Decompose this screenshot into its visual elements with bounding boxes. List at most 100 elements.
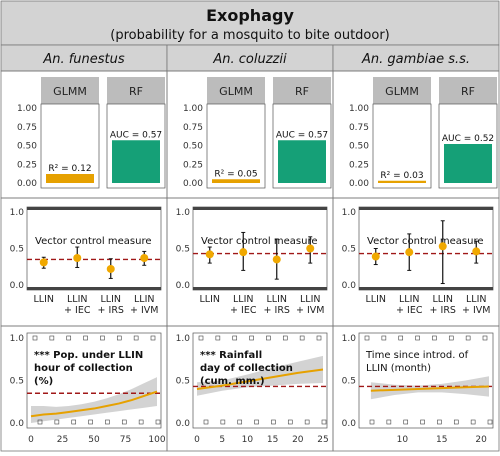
metric-label: R² = 0.03	[380, 171, 423, 181]
figure-title: Exophagy	[206, 6, 294, 25]
x-tick-label: LLIN	[200, 294, 221, 305]
x-tick-label: 25	[57, 435, 68, 445]
y-tick-label: 1.0	[342, 334, 357, 344]
x-tick-label: LLIN	[233, 294, 254, 305]
x-tick-label: 0	[28, 435, 34, 445]
metric-bar	[46, 174, 94, 183]
rug-mark	[220, 419, 226, 425]
x-tick-label: 10	[397, 435, 409, 445]
rug-mark	[215, 335, 221, 341]
rug-mark	[155, 419, 161, 425]
rug-mark	[299, 335, 305, 341]
x-tick-label: 0	[194, 435, 200, 445]
y-tick-label: 0.5	[176, 377, 190, 387]
rug-mark	[470, 419, 476, 425]
y-tick-label: 0.25	[17, 160, 37, 170]
x-tick-label: 75	[120, 435, 131, 445]
rug-mark	[487, 419, 493, 425]
rug-mark	[304, 419, 310, 425]
panel-strip	[373, 77, 431, 104]
species-header	[0, 44, 168, 72]
x-tick-label: LLIN	[300, 294, 321, 305]
y-tick-label: 1.00	[17, 104, 37, 114]
x-tick-label: LLIN	[466, 294, 487, 305]
x-tick-label: + IVM	[462, 305, 490, 316]
x-tick-label: 15	[267, 435, 278, 445]
cov-annotation: *** Rainfall	[200, 350, 262, 361]
panel-glmm: GLMM R² = 0.03	[372, 77, 432, 189]
panel-strip-label: RF	[129, 85, 143, 98]
y-tick-label: 0.0	[342, 419, 357, 429]
y-tick-label: 0.5	[10, 245, 24, 255]
point-estimate	[371, 252, 380, 261]
panel-rf: RF AUC = 0.57	[272, 77, 332, 189]
point-estimate	[306, 244, 315, 253]
rug-mark	[282, 335, 288, 341]
y-tick-label: 0.75	[17, 123, 37, 133]
y-tick-label: 1.00	[183, 104, 203, 114]
x-tick-label: + IVM	[130, 305, 158, 316]
panel-strip	[273, 77, 331, 104]
rug-mark	[88, 419, 93, 425]
rug-top	[27, 207, 161, 210]
x-tick-label: 20	[292, 435, 304, 445]
rug-mark	[133, 335, 139, 341]
rug-mark	[420, 419, 425, 425]
rug-mark	[116, 335, 122, 341]
point-estimate	[272, 255, 281, 264]
point-estimate	[438, 242, 447, 251]
rug-mark	[437, 419, 442, 425]
y-tick-label: 0.25	[183, 160, 203, 170]
rug-mark	[105, 419, 110, 425]
metric-label: R² = 0.05	[214, 169, 257, 179]
rug-mark	[49, 335, 55, 341]
cov-annotation: (%)	[34, 376, 53, 387]
point-estimate	[73, 253, 82, 262]
point-estimate	[239, 248, 248, 257]
panel-frame	[206, 103, 266, 189]
y-tick-label: 0.0	[176, 419, 191, 429]
panel-rf: RF AUC = 0.57	[106, 77, 166, 189]
x-tick-label: 50	[88, 435, 100, 445]
rug-mark	[369, 419, 375, 425]
rug-mark	[465, 335, 471, 341]
rug-mark	[232, 335, 238, 341]
rug-mark	[453, 419, 459, 425]
rug-mark	[432, 335, 437, 341]
x-tick-label: 100	[148, 435, 165, 445]
rug-mark	[287, 419, 293, 425]
y-tick-label: 0.00	[183, 179, 203, 189]
rug-mark	[121, 419, 127, 425]
metric-bar	[112, 140, 160, 183]
panel-strip	[107, 77, 165, 104]
rug-mark	[254, 419, 259, 425]
y-tick-label: 1.0	[10, 208, 25, 218]
cov-annotation: (cum. mm.)	[200, 376, 265, 387]
rug-bottom	[193, 287, 327, 290]
rug-mark	[198, 335, 204, 341]
vc-annotation: Vector control measure	[367, 236, 484, 247]
rug-bottom	[359, 287, 493, 290]
rug-bottom	[27, 287, 161, 290]
panel-rf: RF AUC = 0.52	[438, 77, 498, 189]
vc-annotation: Vector control measure	[35, 236, 152, 247]
column-3: An. gambiae s.s.0.000.250.500.751.00GLMM…	[332, 44, 500, 452]
header-band	[0, 0, 500, 46]
rug-mark	[403, 419, 409, 425]
x-tick-label: 10	[242, 435, 254, 445]
cell-border-3	[332, 325, 500, 452]
y-tick-label: 0.00	[17, 179, 37, 189]
y-tick-label: 0.5	[342, 245, 356, 255]
y-tick-label: 1.0	[342, 208, 357, 218]
metric-bar	[378, 180, 426, 183]
x-tick-label: LLIN	[67, 294, 88, 305]
rug-mark	[316, 335, 322, 341]
panel-strip-label: GLMM	[53, 85, 87, 98]
rug-mark	[381, 335, 387, 341]
vc-panel-frame	[358, 206, 494, 291]
point-estimate	[39, 258, 48, 267]
rug-mark	[37, 419, 43, 425]
rug-mark	[138, 419, 144, 425]
x-tick-label: LLIN	[267, 294, 288, 305]
